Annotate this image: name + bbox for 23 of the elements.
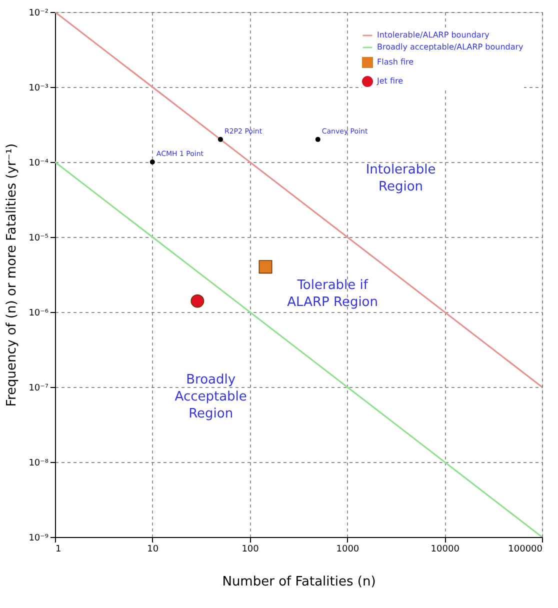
x-tick-label: 1000 (336, 544, 360, 554)
x-tick-label: 1 (56, 544, 62, 554)
x-tick-label: 100 (242, 544, 260, 554)
legend-label: Jet fire (376, 76, 404, 86)
annotation: Intolerable Region (366, 162, 436, 194)
y-tick-label: 10⁻⁵ (28, 234, 49, 244)
y-tick-label: 10⁻² (28, 8, 49, 18)
y-tick-label: 10⁻⁶ (28, 308, 49, 318)
y-tick-label: 10⁻⁸ (28, 458, 49, 468)
legend-label: Broadly acceptable/ALARP boundary (377, 42, 524, 52)
annotation: Tolerable if ALARP Region (287, 278, 378, 310)
legend-label: Flash fire (377, 58, 414, 66)
annotation: Broadly Acceptable Region (174, 372, 247, 422)
x-tick-label: 100000 (508, 544, 543, 554)
x-axis-title: Number of Fatalities (n) (222, 574, 376, 590)
y-tick-label: 10⁻³ (28, 84, 49, 94)
y-tick-label: 10⁻⁴ (28, 158, 49, 168)
y-tick-label: 10⁻⁷ (28, 384, 49, 394)
y-axis-title: Frequency of (n) or more Fatalities (yr⁻¹) (4, 143, 20, 407)
legend-label: Intolerable/ALARP boundary (377, 30, 490, 40)
y-tick-label: 10⁻⁹ (28, 534, 49, 544)
x-tick-label: 10000 (430, 544, 460, 554)
x-tick-label: 10 (147, 544, 159, 554)
